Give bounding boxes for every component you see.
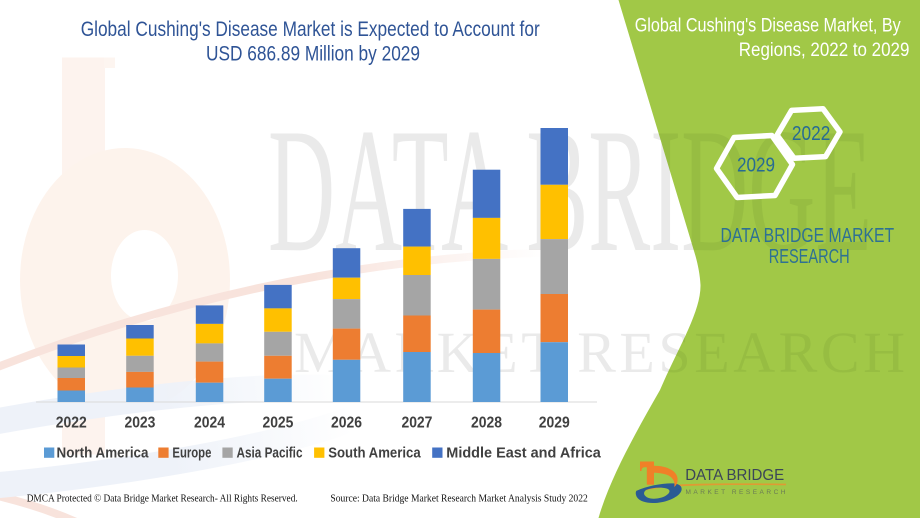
svg-text:RESEARCH: RESEARCH <box>769 246 850 268</box>
svg-text:Global Cushing's Disease Marke: Global Cushing's Disease Market, By <box>635 15 901 37</box>
svg-text:2029: 2029 <box>737 155 775 177</box>
svg-text:USD 686.89 Million by 2029: USD 686.89 Million by 2029 <box>206 43 420 66</box>
svg-text:2025: 2025 <box>262 415 293 432</box>
svg-text:Asia Pacific: Asia Pacific <box>237 445 303 461</box>
svg-text:DMCA Protected © Data Bridge M: DMCA Protected © Data Bridge Market Rese… <box>27 494 298 505</box>
svg-text:North America: North America <box>57 445 150 461</box>
svg-text:2022: 2022 <box>792 123 831 145</box>
svg-text:Europe: Europe <box>172 445 211 461</box>
svg-text:Source: Data Bridge Market Res: Source: Data Bridge Market Research Mark… <box>330 494 587 505</box>
svg-text:DATA BRIDGE: DATA BRIDGE <box>685 467 784 484</box>
svg-text:DATA BRIDGE MARKET: DATA BRIDGE MARKET <box>721 225 895 247</box>
svg-text:2022: 2022 <box>56 415 87 432</box>
svg-text:2023: 2023 <box>124 415 155 432</box>
svg-text:2029: 2029 <box>539 415 570 432</box>
svg-text:Regions, 2022 to 2029: Regions, 2022 to 2029 <box>739 39 910 61</box>
svg-text:2027: 2027 <box>401 415 432 432</box>
svg-text:2026: 2026 <box>331 415 362 432</box>
svg-text:MARKET RESEARCH: MARKET RESEARCH <box>686 489 786 496</box>
svg-text:2028: 2028 <box>471 415 502 432</box>
svg-text:South America: South America <box>328 445 421 461</box>
svg-text:Global Cushing's Disease Marke: Global Cushing's Disease Market is Expec… <box>81 18 540 41</box>
svg-text:Middle East and Africa: Middle East and Africa <box>446 445 601 461</box>
svg-text:2024: 2024 <box>194 415 225 432</box>
